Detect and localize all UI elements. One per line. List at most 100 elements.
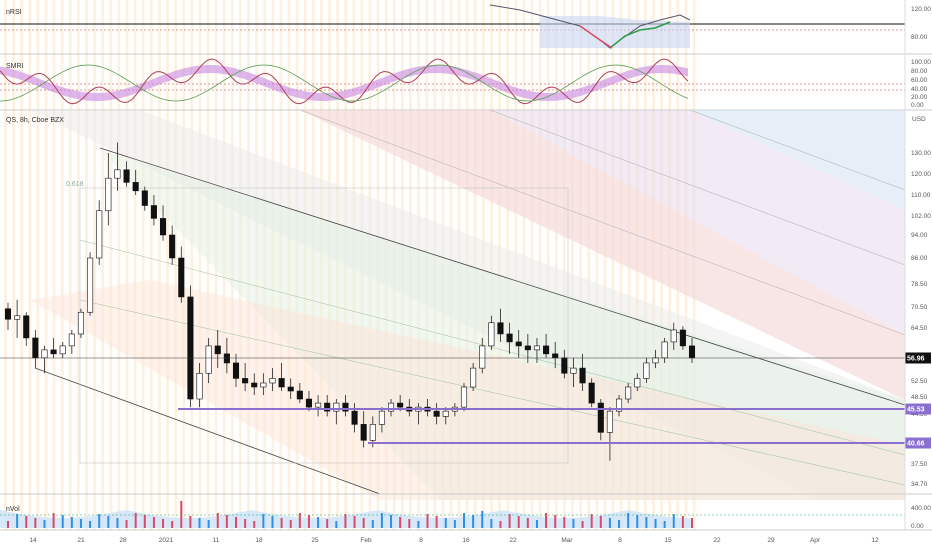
price-tick: 102.00: [911, 213, 931, 220]
candles: [4, 142, 696, 461]
volume-bar: [7, 521, 9, 528]
volume-bar: [326, 519, 329, 528]
candle-body: [625, 386, 632, 400]
level-label: 45.53: [907, 407, 925, 414]
time-tick: 28: [119, 537, 127, 544]
candle-body: [242, 378, 249, 384]
time-tick: 15: [664, 537, 672, 544]
time-tick: 12: [871, 537, 879, 544]
price-tick: 86.00: [911, 255, 928, 262]
candle-body: [378, 410, 385, 425]
price-tick: 34.70: [911, 481, 928, 488]
candle-body: [579, 367, 586, 384]
volume-bar: [235, 517, 237, 528]
candle-body: [260, 382, 267, 388]
smri-tick-2: 80.00: [911, 68, 928, 75]
candle-body: [141, 190, 148, 206]
candle-body: [77, 311, 84, 335]
candle-body: [561, 357, 568, 374]
time-tick: 2021: [159, 537, 174, 544]
volume-bar: [344, 514, 347, 528]
volume-bar: [490, 519, 493, 528]
time-tick: 14: [29, 537, 37, 544]
nvol-label: nVol: [6, 506, 20, 513]
volume-bar: [663, 521, 666, 528]
volume-bar: [207, 520, 210, 528]
volume-bar: [645, 517, 648, 528]
candle-body: [570, 367, 577, 374]
price-tick: 48.50: [911, 394, 928, 401]
volume-bar: [380, 513, 383, 528]
time-tick: 8: [419, 537, 423, 544]
candle-body: [14, 315, 21, 320]
price-tick: 70.50: [911, 304, 928, 311]
candle-body: [670, 329, 677, 343]
volume-bar: [216, 513, 219, 528]
volume-bar: [417, 521, 420, 528]
candle-body: [232, 362, 240, 379]
candle-body: [160, 218, 167, 236]
candle-body: [150, 205, 157, 219]
price-tick: 110.00: [911, 192, 931, 199]
candle-body: [269, 378, 276, 384]
candle-body: [388, 402, 395, 412]
volume-bar: [453, 520, 456, 528]
volume-bar: [508, 514, 511, 528]
volume-bar: [672, 514, 675, 528]
candle-body: [50, 349, 57, 355]
volume-bar: [426, 514, 429, 528]
volume-bar: [599, 516, 602, 528]
main-title: QS, 8h, Cboe BZX: [6, 117, 64, 124]
candle-body: [41, 349, 48, 359]
price-axis: 130.00 120.00 110.00 102.00 94.00 86.00 78.50 7…: [911, 150, 931, 488]
candle-body: [533, 345, 540, 351]
candle-body: [96, 210, 103, 259]
smri-tick-4: 40.00: [911, 86, 928, 93]
candle-body: [251, 382, 258, 388]
time-tick: Apr: [810, 537, 821, 544]
candle-body: [552, 353, 559, 359]
volume-bar: [335, 521, 338, 528]
volume-bar: [198, 518, 201, 528]
volume-bar: [298, 513, 301, 528]
candle-body: [369, 424, 376, 441]
price-tick: 37.50: [911, 461, 928, 468]
volume-bar: [636, 515, 639, 528]
candle-body: [223, 353, 230, 364]
candle-body: [543, 345, 550, 355]
candle-body: [397, 402, 404, 408]
candle-body: [87, 257, 94, 313]
currency-label: USD: [912, 116, 926, 123]
volume-bar: [517, 516, 520, 528]
candle-body: [324, 402, 331, 412]
volume-bar: [618, 520, 621, 528]
candle-body: [433, 410, 440, 417]
candle-body: [214, 345, 221, 355]
volume-bar: [444, 518, 447, 528]
volume-bar: [681, 516, 684, 528]
nrsi-tick-1: 120.00: [911, 6, 931, 13]
time-tick: 29: [767, 537, 775, 544]
volume-bar: [70, 517, 73, 528]
candle-body: [588, 382, 595, 404]
time-tick: Mar: [561, 537, 573, 544]
volume-bar: [107, 516, 110, 528]
nrsi-tick-2: 80.00: [911, 34, 928, 41]
smri-tick-6: 0.00: [911, 102, 924, 109]
candle-body: [524, 345, 531, 351]
candle-body: [123, 169, 130, 183]
volume-bar: [134, 513, 137, 528]
price-tick: 130.00: [911, 150, 931, 157]
volume-bar: [481, 511, 484, 528]
candle-body: [360, 424, 367, 441]
volume-bar: [162, 519, 165, 528]
volume-bar: [89, 521, 92, 528]
volume-bar: [34, 518, 37, 528]
volume-bar: [262, 514, 265, 528]
volume-bar: [271, 516, 274, 528]
candle-body: [305, 398, 312, 408]
volume-bar: [581, 521, 584, 528]
smri-tick-5: 20.00: [911, 94, 928, 101]
volume-bar: [362, 518, 365, 528]
